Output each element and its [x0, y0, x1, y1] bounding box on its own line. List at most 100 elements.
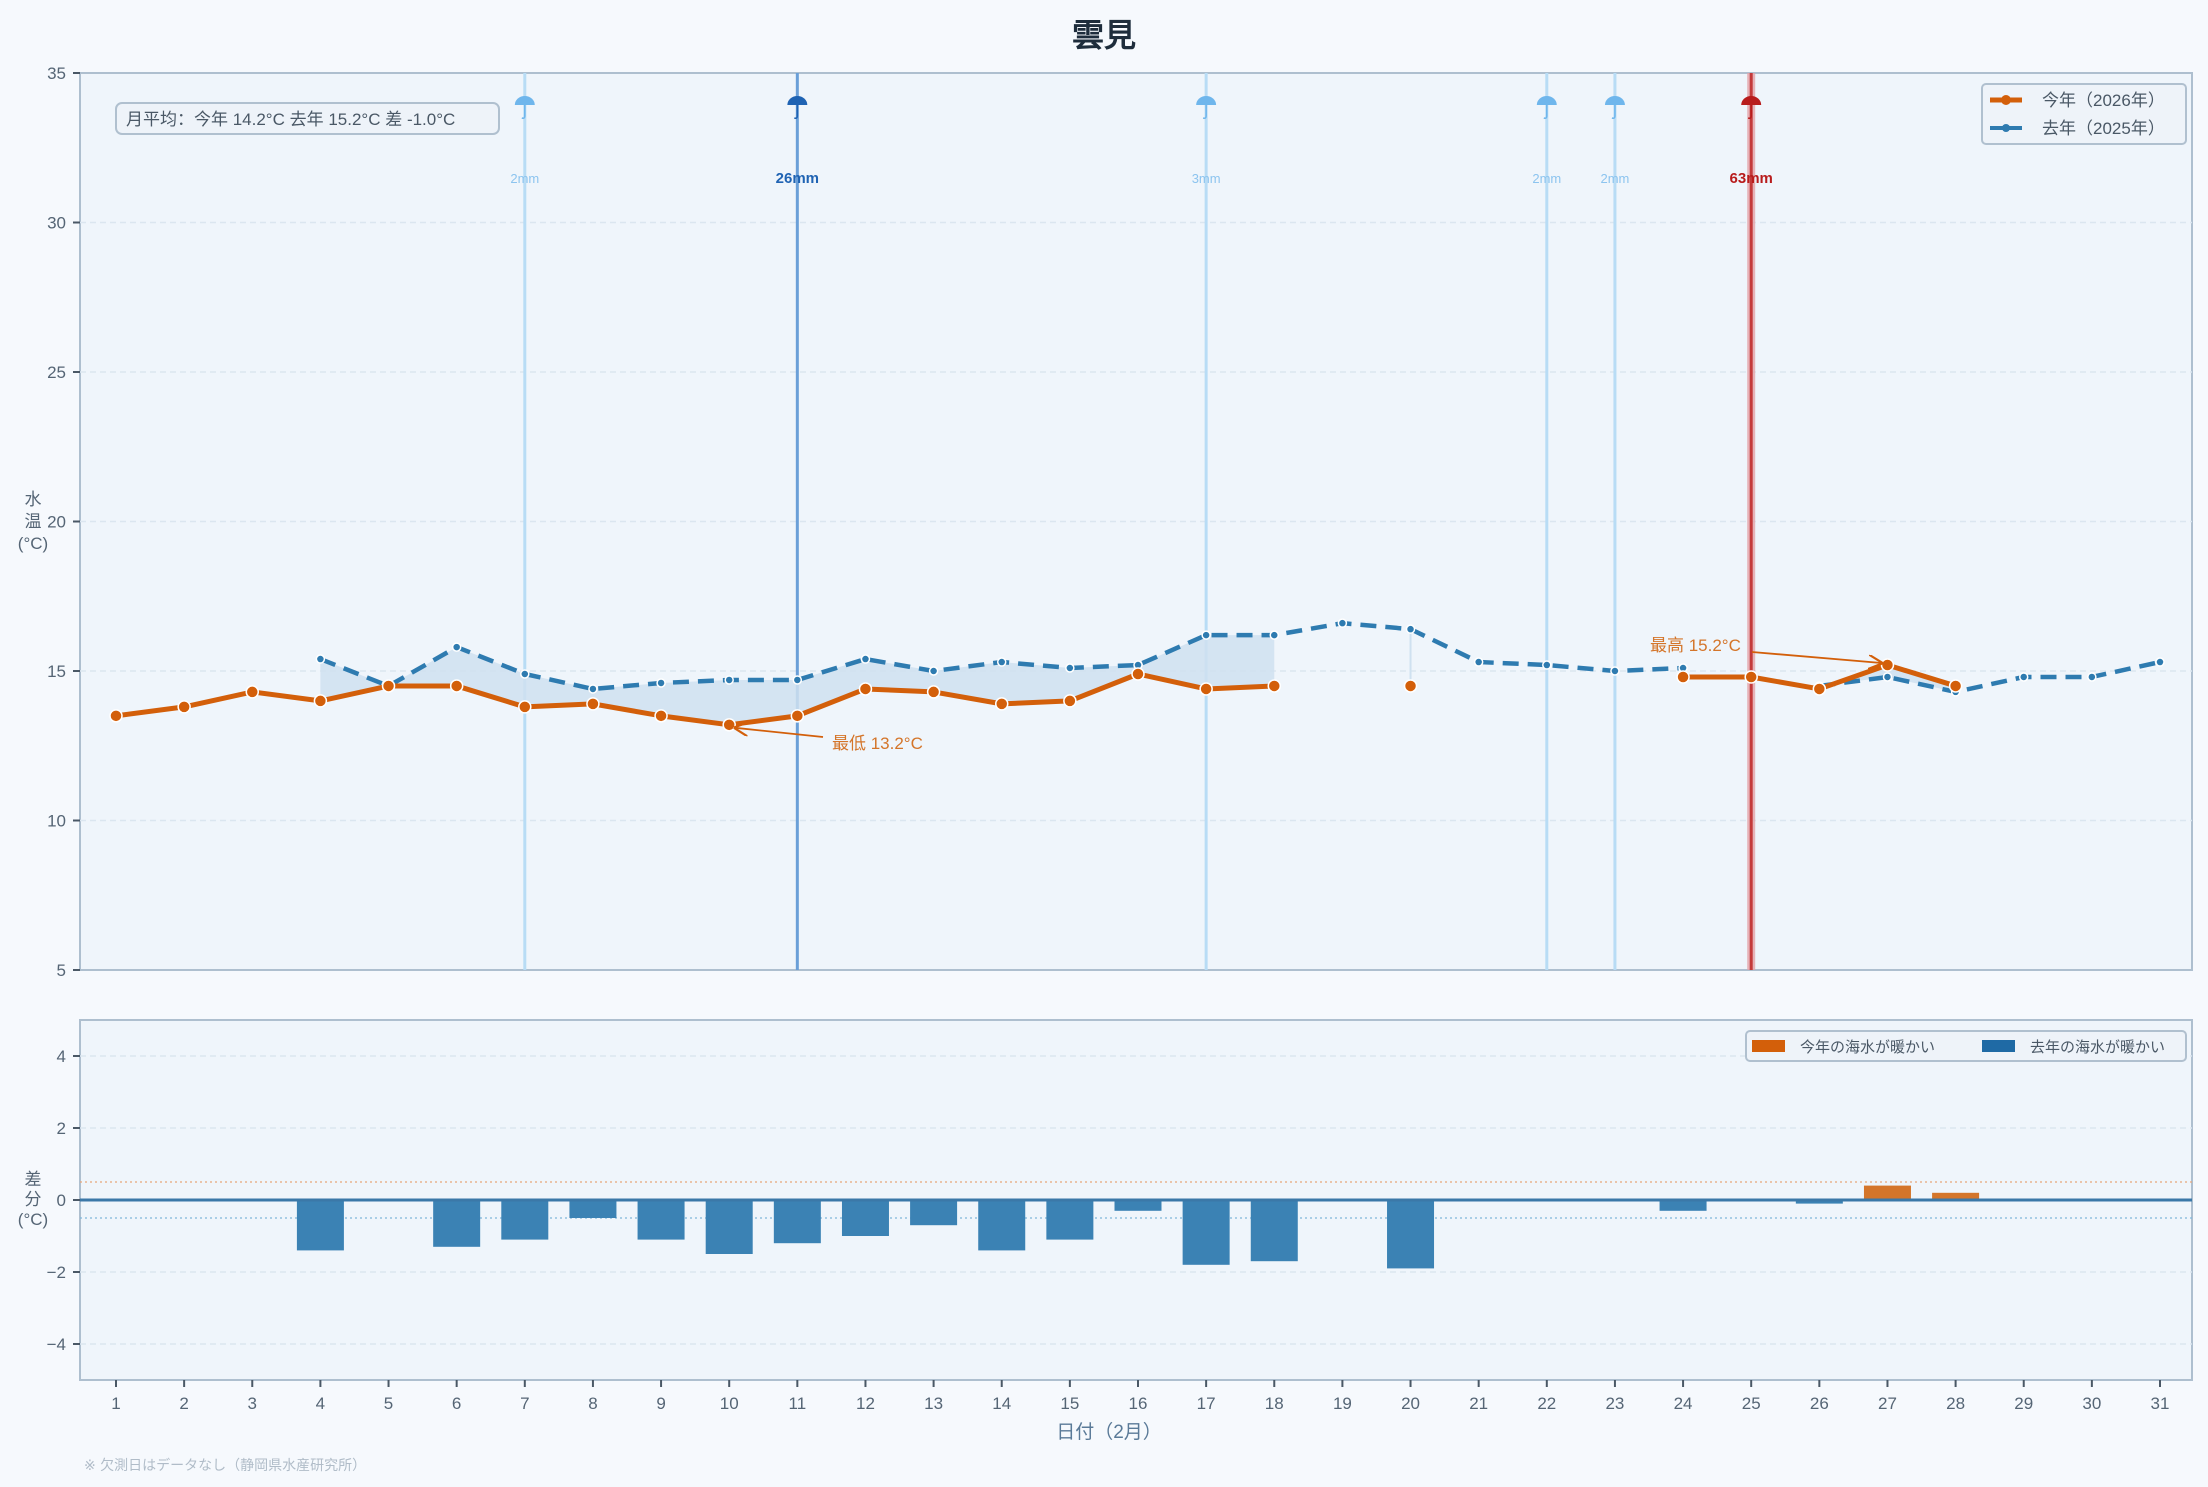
diff-bar-day-20 [1387, 1200, 1435, 1269]
max-annotation: 最高 15.2°C [1650, 636, 1741, 655]
data-point [1812, 682, 1827, 696]
data-point [1269, 630, 1280, 640]
diff-y-tick-label: −2 [47, 1263, 66, 1282]
data-point [926, 685, 941, 699]
main-legend: 今年（2026年） 去年（2025年） [1981, 83, 2187, 145]
diff-bar-day-26 [1795, 1200, 1843, 1204]
x-axis: 1 2 3 4 5 6 7 8 9 10 11 12 13 14 15 16 17 18 19 20 21 22 23 24 2… [111, 1380, 2169, 1443]
diff-bar-day-18 [1250, 1200, 1298, 1262]
x-tick-label: 30 [2082, 1394, 2101, 1413]
diff-bar-day-15 [1046, 1200, 1094, 1240]
x-tick-label: 9 [656, 1394, 665, 1413]
x-tick-label: 3 [248, 1394, 257, 1413]
y-tick-label: 5 [57, 961, 66, 980]
data-point [860, 654, 871, 664]
diff-bar-day-10 [705, 1200, 753, 1254]
series-this-year [109, 658, 1963, 732]
data-point [586, 697, 600, 711]
rain-amount-label: 26mm [776, 170, 819, 187]
data-point [2087, 672, 2097, 682]
data-point [1744, 670, 1758, 684]
x-tick-label: 11 [789, 1394, 807, 1413]
x-tick-label: 25 [1742, 1394, 1761, 1413]
data-point [654, 709, 668, 723]
x-tick-label: 7 [520, 1394, 529, 1413]
y-tick-label: 25 [47, 363, 66, 382]
data-point [109, 709, 123, 723]
data-point [381, 679, 396, 693]
diff-y-tick-label: 4 [57, 1047, 66, 1066]
data-point [1880, 658, 1895, 672]
x-tick-label: 27 [1878, 1394, 1897, 1413]
data-point [1199, 682, 1213, 696]
x-tick-label: 23 [1605, 1394, 1624, 1413]
temperature-panel: 5 10 15 20 25 30 35 水温(°C) 2mm 26mm 3mm 2mm 2mm 63mm 最… [18, 64, 2193, 980]
diff-bar-day-16 [1114, 1200, 1162, 1211]
x-tick-label: 17 [1197, 1394, 1216, 1413]
umbrella-icon [1196, 96, 1217, 120]
x-tick-label: 22 [1537, 1394, 1556, 1413]
data-point [1542, 660, 1552, 670]
x-tick-label: 5 [384, 1394, 393, 1413]
rain-marker-day-17: 3mm [1192, 73, 1221, 970]
data-point [1610, 666, 1620, 676]
data-point [1131, 667, 1145, 681]
x-axis-label: 日付（2月） [1056, 1421, 1162, 1443]
svg-text:去年（2025年）: 去年（2025年） [2042, 119, 2165, 138]
rain-amount-label: 2mm [1532, 171, 1561, 186]
umbrella-icon [1741, 96, 1762, 120]
data-point [792, 675, 803, 685]
difference-panel: −4 −2 0 2 4 差分(°C) 今年の海水が暖かい 去年の海水が暖かい [18, 1019, 2193, 1381]
data-point [1676, 670, 1690, 684]
diff-bar-day-28 [1932, 1192, 1980, 1200]
x-tick-label: 8 [588, 1394, 597, 1413]
legend-item-last-year: 去年（2025年） [1990, 119, 2165, 138]
diff-y-tick-label: 2 [57, 1119, 66, 1138]
y-tick-label: 10 [47, 812, 66, 831]
x-tick-label: 14 [992, 1394, 1011, 1413]
diff-y-tick-label: 0 [57, 1191, 66, 1210]
diff-legend: 今年の海水が暖かい 去年の海水が暖かい [1745, 1030, 2187, 1062]
data-point [2155, 657, 2165, 667]
x-tick-label: 16 [1129, 1394, 1148, 1413]
diff-bar-day-13 [910, 1200, 958, 1226]
data-point [1267, 679, 1282, 693]
x-tick-label: 20 [1401, 1394, 1420, 1413]
footer-note: ※ 欠測日はデータなし（静岡県水産研究所） [84, 1458, 367, 1474]
x-tick-label: 13 [924, 1394, 943, 1413]
data-point [1063, 694, 1077, 708]
monthly-average-box: 月平均：今年 14.2°C 去年 15.2°C 差 -1.0°C [115, 102, 500, 135]
y-tick-label: 30 [47, 214, 66, 233]
monthly-average-text: 月平均：今年 14.2°C 去年 15.2°C 差 -1.0°C [126, 110, 455, 129]
x-tick-label: 10 [720, 1394, 739, 1413]
data-point [722, 718, 736, 732]
data-point [1473, 657, 1484, 667]
diff-bar-day-27 [1863, 1185, 1911, 1200]
rain-amount-label: 2mm [510, 171, 539, 186]
annotations: 最低 13.2°C 最高 15.2°C [735, 636, 1881, 753]
legend-warmer-last-year: 去年の海水が暖かい [2030, 1039, 2165, 1056]
data-point [656, 678, 666, 688]
data-point [449, 679, 464, 693]
data-point [790, 709, 805, 723]
data-point [1201, 630, 1211, 640]
x-tick-label: 31 [2151, 1394, 2170, 1413]
diff-bar-day-6 [433, 1200, 481, 1247]
data-point [245, 685, 260, 699]
legend-item-this-year: 今年（2026年） [1990, 91, 2165, 110]
umbrella-icon [1604, 96, 1625, 120]
data-point [451, 642, 462, 652]
x-tick-label: 12 [856, 1394, 875, 1413]
x-tick-label: 19 [1333, 1394, 1352, 1413]
rain-amount-label: 63mm [1730, 170, 1773, 187]
diff-bar-day-24 [1659, 1200, 1707, 1211]
data-point [1405, 624, 1416, 634]
diff-bar-day-14 [978, 1200, 1026, 1251]
data-point [996, 657, 1007, 667]
data-point [1337, 618, 1348, 628]
diff-bar-day-4 [296, 1200, 344, 1251]
y-tick-label: 35 [47, 64, 66, 83]
legend-warmer-this-year: 今年の海水が暖かい [1800, 1039, 1935, 1056]
x-tick-label: 21 [1469, 1394, 1488, 1413]
diff-bar-day-11 [773, 1200, 821, 1244]
